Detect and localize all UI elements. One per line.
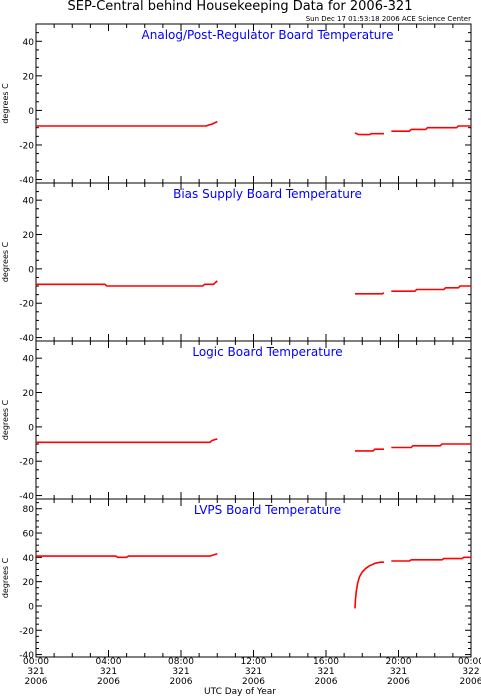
y-tick-label: 20 bbox=[23, 231, 35, 241]
data-trace bbox=[355, 292, 385, 295]
y-tick-label: 80 bbox=[23, 505, 35, 515]
y-tick-label: -20 bbox=[19, 458, 34, 468]
x-tick-label: 321 bbox=[172, 667, 189, 677]
x-tick-label: 2006 bbox=[387, 677, 410, 687]
y-axis-label: degrees C bbox=[1, 83, 10, 124]
y-axis-label: degrees C bbox=[1, 241, 10, 282]
y-tick-label: 20 bbox=[23, 578, 35, 588]
panel-frame bbox=[35, 182, 472, 342]
panel-title: Bias Supply Board Temperature bbox=[173, 187, 362, 201]
y-tick-label: -20 bbox=[19, 627, 34, 637]
x-tick-label: 2006 bbox=[315, 677, 338, 687]
x-tick-label: 16:00 bbox=[313, 657, 339, 667]
panel-frame bbox=[35, 498, 472, 658]
data-trace bbox=[391, 556, 471, 562]
x-tick-label: 2006 bbox=[460, 677, 481, 687]
y-tick-label: -40 bbox=[19, 651, 34, 661]
y-tick-label: -40 bbox=[19, 334, 34, 344]
x-tick-label: 2006 bbox=[25, 677, 48, 687]
y-tick-label: 20 bbox=[23, 389, 35, 399]
data-trace bbox=[354, 561, 384, 609]
x-tick-label: 321 bbox=[390, 667, 407, 677]
y-tick-label: -40 bbox=[19, 176, 34, 186]
panel-title: Analog/Post-Regulator Board Temperature bbox=[142, 28, 394, 42]
y-tick-label: -40 bbox=[19, 492, 34, 502]
y-tick-label: 40 bbox=[23, 197, 35, 207]
timestamp: Sun Dec 17 01:53:18 2006 ACE Science Cen… bbox=[306, 15, 471, 23]
panel-frame bbox=[35, 340, 472, 500]
y-tick-label: 0 bbox=[28, 423, 34, 433]
panels: -40 -20 0 20 40 degrees C Analog/Post-Regulato… bbox=[1, 23, 472, 661]
y-tick-label: 0 bbox=[28, 602, 34, 612]
data-trace bbox=[36, 438, 218, 444]
panel-title: Logic Board Temperature bbox=[192, 345, 342, 359]
x-tick-label: 2006 bbox=[97, 677, 120, 687]
x-tick-label: 321 bbox=[100, 667, 117, 677]
x-tick-label: 2006 bbox=[170, 677, 193, 687]
x-tick-label: 321 bbox=[317, 667, 334, 677]
x-tick-label: 04:00 bbox=[96, 657, 122, 667]
y-tick-label: 0 bbox=[28, 265, 34, 275]
y-tick-label: -20 bbox=[19, 300, 34, 310]
data-trace bbox=[36, 552, 218, 559]
data-trace bbox=[36, 120, 218, 127]
data-trace bbox=[36, 280, 218, 287]
panel-4: -40 -20 0 20 40 60 80 degrees C LVPS Board Tempe… bbox=[1, 498, 472, 661]
x-tick-label: 00:00 bbox=[23, 657, 49, 667]
y-tick-label: 40 bbox=[23, 38, 35, 48]
data-trace bbox=[391, 285, 471, 293]
x-tick-label: 08:00 bbox=[168, 657, 194, 667]
y-tick-label: 60 bbox=[23, 530, 35, 540]
y-tick-label: 0 bbox=[28, 107, 34, 117]
x-tick-label: 321 bbox=[245, 667, 262, 677]
panel-3: -40 -20 0 20 40 degrees C Logic Board Temperat… bbox=[1, 340, 472, 502]
plot-title: SEP-Central behind Housekeeping Data for… bbox=[68, 0, 413, 14]
panel-title: LVPS Board Temperature bbox=[194, 503, 341, 517]
y-tick-label: 40 bbox=[23, 355, 35, 365]
x-tick-label: 12:00 bbox=[241, 657, 267, 667]
y-axis-label: degrees C bbox=[1, 399, 10, 440]
data-trace bbox=[355, 448, 384, 452]
panel-1: -40 -20 0 20 40 degrees C Analog/Post-Regulato… bbox=[1, 23, 472, 186]
x-tick-labels: 00:00321200604:00321200608:00321200612:0… bbox=[23, 657, 481, 687]
data-trace bbox=[391, 125, 471, 132]
x-tick-label: 322 bbox=[462, 667, 479, 677]
x-axis-label: UTC Day of Year bbox=[204, 687, 276, 697]
panel-2: -40 -20 0 20 40 degrees C Bias Supply Board Te… bbox=[1, 182, 472, 344]
y-tick-label: 20 bbox=[23, 72, 35, 82]
x-tick-label: 2006 bbox=[242, 677, 265, 687]
y-tick-label: 40 bbox=[23, 554, 35, 564]
data-trace bbox=[354, 132, 384, 136]
y-axis-label: degrees C bbox=[1, 557, 10, 598]
x-tick-label: 321 bbox=[27, 667, 44, 677]
y-tick-label: -20 bbox=[19, 141, 34, 151]
x-tick-label: 20:00 bbox=[386, 657, 412, 667]
panel-frame bbox=[35, 23, 472, 184]
data-trace bbox=[391, 443, 471, 449]
x-tick-label: 00:00 bbox=[458, 657, 481, 667]
